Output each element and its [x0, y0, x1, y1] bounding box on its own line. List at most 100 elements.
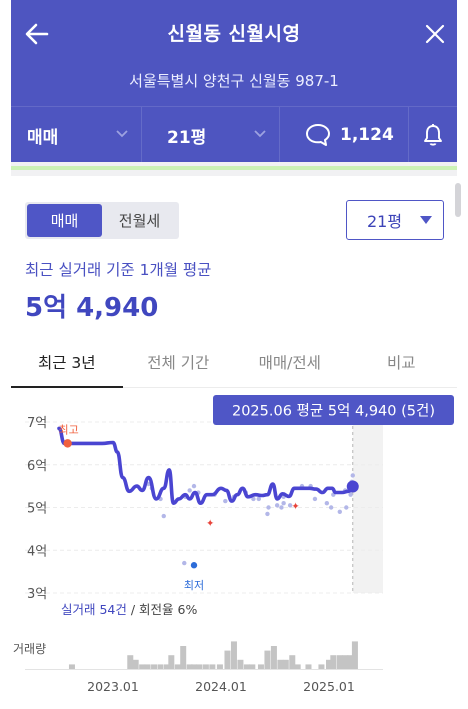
x-tick-label: 2025.01: [303, 679, 355, 694]
volume-bar: [127, 655, 134, 669]
volume-bar: [132, 659, 139, 669]
area-label: 21평: [167, 127, 207, 148]
y-tick-label: 5억: [27, 502, 47, 517]
volume-bar: [68, 664, 75, 669]
latest-point: [346, 480, 359, 493]
future-band: [352, 412, 383, 593]
volume-label: 거래량: [13, 642, 46, 656]
size-select-value: 21평: [367, 212, 403, 231]
volume-bar: [157, 664, 164, 669]
tab-all-period[interactable]: 전체 기간: [147, 354, 210, 372]
arrow-left-icon[interactable]: [23, 20, 51, 48]
volume-bar: [264, 650, 271, 669]
chevron-down-icon: [254, 130, 266, 138]
volume-bar: [151, 664, 158, 669]
volume-bar: [336, 655, 343, 669]
period-tabs: 최근 3년 전체 기간 매매/전세 비교: [11, 337, 457, 388]
area-dropdown[interactable]: 21평: [142, 107, 280, 163]
transaction-point: [191, 483, 197, 489]
notice-strip: [11, 162, 457, 176]
notification-button[interactable]: [409, 107, 457, 163]
bell-icon: [424, 124, 442, 146]
volume-bar: [243, 664, 250, 669]
volume-bar: [249, 664, 256, 669]
transaction-point: [312, 496, 318, 502]
header-subbar: 매매 21평 1,124: [11, 106, 457, 163]
transaction-point: [223, 498, 228, 504]
volume-bar: [139, 664, 146, 669]
volume-bar: [282, 659, 289, 669]
low-label: 최저: [184, 579, 204, 592]
transaction-point: [348, 492, 353, 497]
address-text: 서울특별시 양천구 신월동 987-1: [129, 72, 339, 90]
volume-bar: [230, 641, 237, 669]
volume-bar: [168, 655, 175, 669]
transaction-point: [287, 503, 293, 508]
volume-bar: [326, 659, 332, 669]
transaction-point: [279, 505, 284, 510]
segment-lease[interactable]: 전월세: [118, 212, 161, 230]
high-label: 최고: [59, 423, 79, 436]
transaction-point: [161, 513, 166, 519]
special-mark-icon: ✦: [206, 518, 214, 529]
average-price-line: [57, 426, 355, 505]
transaction-point: [281, 501, 286, 506]
volume-bar: [257, 664, 264, 669]
volume-bar: [186, 664, 193, 669]
chevron-down-icon: [116, 130, 128, 138]
volume-bar: [174, 664, 181, 669]
volume-bar: [209, 664, 216, 669]
volume-bar: [237, 659, 244, 669]
tab-sale-lease[interactable]: 매매/전세: [258, 354, 321, 372]
comments-button[interactable]: 1,124: [280, 107, 409, 163]
volume-bar: [164, 664, 170, 669]
y-tick-label: 4억: [27, 544, 47, 559]
high-point: [63, 439, 72, 448]
transaction-point: [324, 501, 330, 506]
scrollbar-thumb[interactable]: [455, 183, 461, 217]
trade-type-dropdown[interactable]: 매매: [11, 107, 142, 163]
main-content: 매매 전월세 21평 최근 실거래 기준 1개월 평균 5억 4,940 최근 …: [11, 183, 461, 703]
caret-down-icon: [420, 216, 432, 224]
transaction-point: [344, 505, 349, 510]
volume-bar: [351, 641, 358, 669]
volume-bar: [144, 664, 151, 669]
tooltip-text: 2025.06 평균 5억 4,940 (5건): [232, 403, 435, 420]
comment-count: 1,124: [340, 125, 394, 145]
x-tick-label: 2023.01: [87, 679, 139, 694]
y-tick-label: 6억: [27, 459, 47, 474]
volume-bar: [342, 655, 349, 669]
volume-bar: [196, 664, 203, 669]
x-tick-label: 2024.01: [195, 679, 247, 694]
tab-recent-3y[interactable]: 최근 3년: [11, 337, 123, 388]
volume-bar: [180, 646, 187, 669]
transaction-point: [350, 473, 355, 478]
y-tick-label: 3억: [27, 587, 47, 602]
transaction-point: [251, 496, 256, 502]
transaction-point: [256, 496, 261, 502]
header: 신월동 신월시영 서울특별시 양천구 신월동 987-1 매매 21평 1,12…: [11, 0, 457, 163]
volume-bar: [305, 664, 312, 669]
y-tick-label: 7억: [27, 416, 47, 431]
volume-bar: [330, 655, 337, 669]
average-caption: 최근 실거래 기준 1개월 평균: [25, 261, 212, 279]
transaction-point: [337, 509, 342, 514]
transaction-point: [182, 560, 187, 566]
segment-sale[interactable]: 매매: [27, 204, 102, 237]
transaction-point: [266, 505, 271, 510]
low-point: [190, 562, 198, 569]
tab-compare[interactable]: 비교: [386, 354, 416, 372]
special-mark-icon: ✦: [291, 501, 299, 512]
average-price: 5억 4,940: [25, 293, 159, 323]
comment-icon: [306, 124, 330, 146]
transaction-point: [274, 503, 280, 508]
volume-bar: [224, 650, 231, 669]
volume-bar: [270, 646, 277, 669]
size-select[interactable]: 21평: [346, 200, 444, 240]
volume-bar: [347, 655, 354, 669]
close-icon[interactable]: [421, 20, 449, 48]
volume-bar: [277, 659, 284, 669]
volume-bar: [289, 655, 296, 669]
transaction-point: [187, 488, 192, 493]
